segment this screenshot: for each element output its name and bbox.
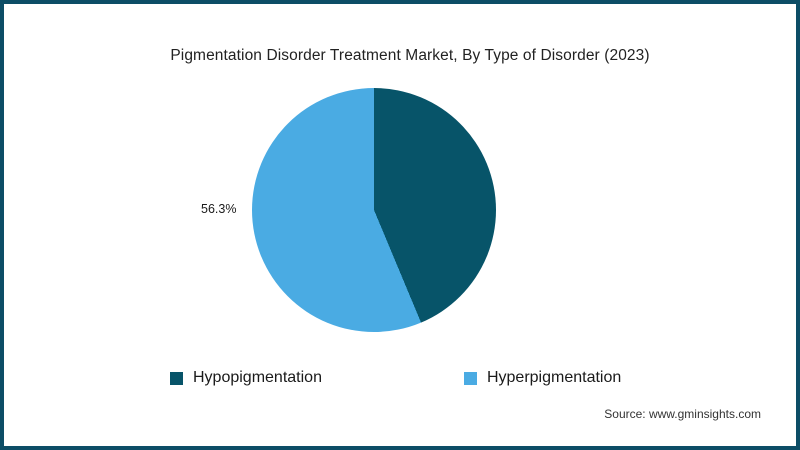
pie-chart	[252, 88, 496, 332]
legend-label-hyperpigmentation: Hyperpigmentation	[486, 369, 622, 386]
chart-title: Pigmentation Disorder Treatment Market, …	[170, 47, 650, 64]
pie-slice-data-label-hyperpigmentation: 56.3%	[201, 202, 237, 216]
legend: Hypopigmentation Hyperpigmentation	[170, 369, 621, 387]
source-attribution: Source: www.gminsights.com	[604, 407, 761, 421]
legend-label-hypopigmentation: Hypopigmentation	[193, 369, 322, 386]
legend-swatch-hyperpigmentation	[463, 371, 477, 385]
legend-item-hyperpigmentation: Hyperpigmentation	[463, 369, 622, 387]
legend-swatch-hypopigmentation	[170, 371, 183, 385]
legend-item-hypopigmentation: Hypopigmentation	[170, 369, 322, 387]
